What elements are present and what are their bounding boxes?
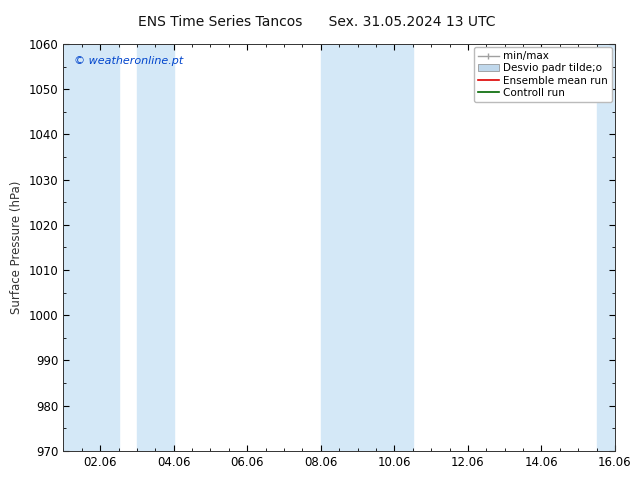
Text: © weatheronline.pt: © weatheronline.pt [74, 56, 184, 66]
Bar [321, 44, 413, 451]
Bar [63, 44, 119, 451]
Bar [597, 44, 615, 451]
Legend: min/max, Desvio padr tilde;o, Ensemble mean run, Controll run: min/max, Desvio padr tilde;o, Ensemble m… [474, 47, 612, 102]
Text: ENS Time Series Tancos      Sex. 31.05.2024 13 UTC: ENS Time Series Tancos Sex. 31.05.2024 1… [138, 15, 496, 29]
Bar [137, 44, 174, 451]
Y-axis label: Surface Pressure (hPa): Surface Pressure (hPa) [10, 181, 23, 314]
